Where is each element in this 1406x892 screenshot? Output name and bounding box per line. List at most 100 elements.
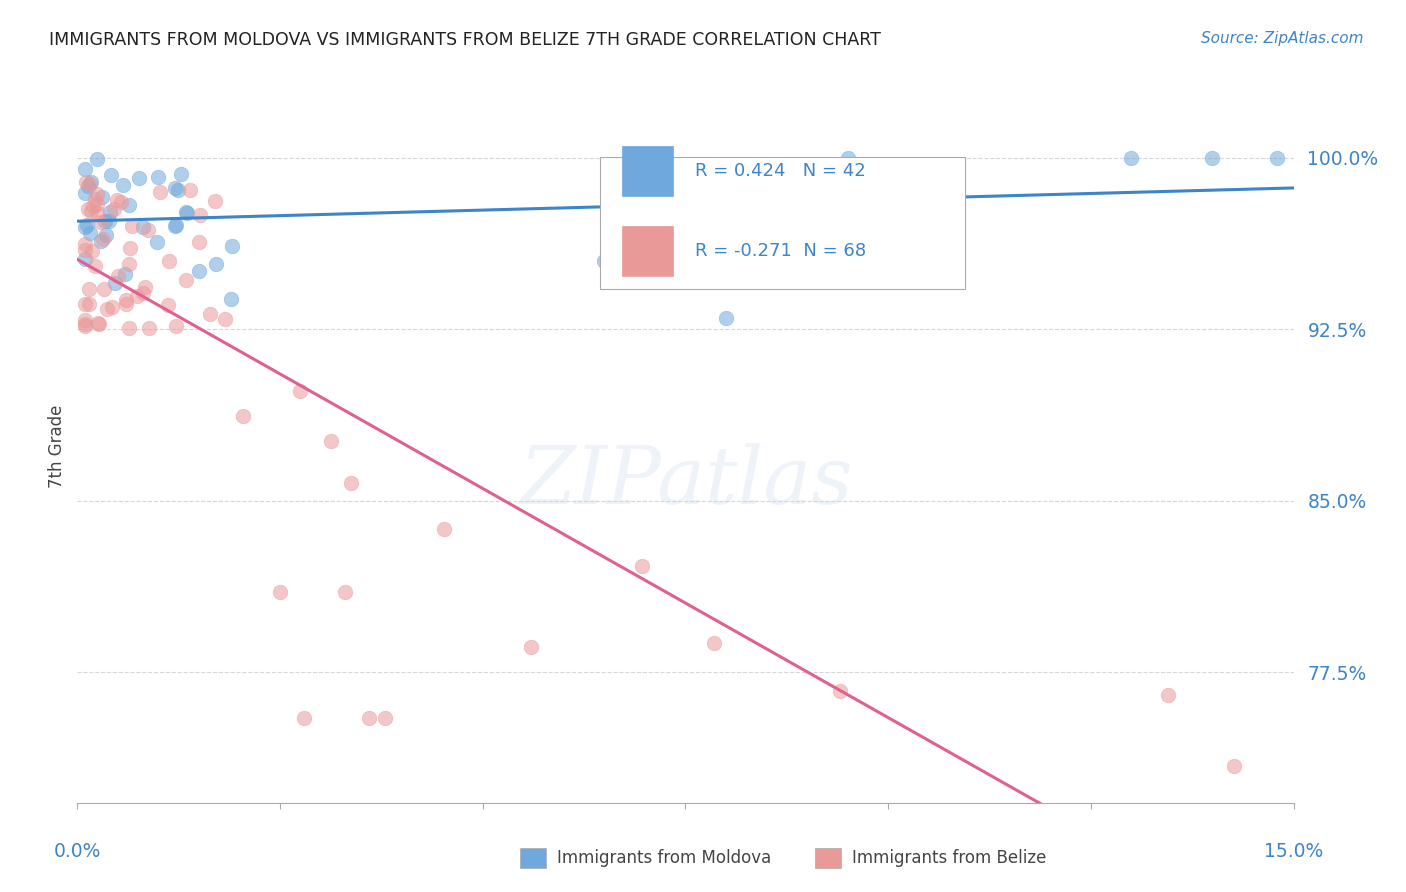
Text: ZIPatlas: ZIPatlas — [519, 443, 852, 520]
Point — [174, 205, 197, 219]
Point — [128, 171, 150, 186]
Point — [101, 300, 124, 314]
Point — [75, 317, 97, 331]
Point — [75, 243, 97, 257]
Point — [100, 169, 122, 183]
Point — [75, 236, 97, 251]
Text: 0.0%: 0.0% — [53, 842, 101, 861]
Point — [93, 282, 115, 296]
Point — [703, 635, 725, 649]
FancyBboxPatch shape — [623, 227, 673, 277]
Point — [214, 312, 236, 326]
Point — [87, 318, 110, 332]
Point — [630, 558, 652, 573]
Point — [107, 268, 129, 283]
Point — [176, 206, 198, 220]
Point — [80, 203, 103, 218]
Point — [114, 267, 136, 281]
Point — [75, 313, 97, 327]
Point — [86, 196, 108, 211]
Point — [359, 711, 381, 725]
Point — [77, 179, 100, 194]
Point — [221, 292, 243, 306]
Point — [75, 161, 97, 176]
Point — [146, 169, 169, 184]
Text: Immigrants from Belize: Immigrants from Belize — [852, 849, 1046, 867]
Point — [333, 585, 356, 599]
Point — [75, 219, 97, 234]
Point — [167, 183, 190, 197]
Point — [79, 178, 101, 192]
Point — [83, 192, 105, 206]
Text: R = -0.271  N = 68: R = -0.271 N = 68 — [695, 243, 866, 260]
Point — [97, 214, 120, 228]
Point — [105, 193, 128, 207]
Point — [86, 152, 108, 166]
Point — [221, 238, 243, 252]
Point — [75, 297, 97, 311]
Point — [87, 316, 110, 330]
Point — [593, 253, 616, 268]
Point — [1223, 759, 1246, 773]
Point — [232, 409, 254, 423]
Point — [112, 178, 135, 192]
Point — [157, 298, 180, 312]
Point — [179, 182, 201, 196]
Point — [166, 218, 188, 232]
Point — [1121, 151, 1143, 165]
Point — [82, 199, 104, 213]
Point — [288, 384, 311, 398]
Point — [634, 242, 657, 256]
Text: 15.0%: 15.0% — [1264, 842, 1323, 861]
Point — [132, 219, 155, 234]
Point — [204, 257, 226, 271]
Point — [145, 235, 167, 249]
FancyBboxPatch shape — [623, 146, 673, 196]
Point — [77, 282, 100, 296]
Point — [188, 208, 211, 222]
Point — [75, 318, 97, 333]
Point — [103, 202, 125, 217]
Point — [1157, 688, 1180, 702]
Point — [79, 226, 101, 240]
Point — [837, 151, 859, 165]
Point — [170, 167, 193, 181]
Point — [198, 307, 221, 321]
Point — [292, 711, 315, 725]
Point — [132, 286, 155, 301]
Point — [90, 234, 112, 248]
Text: Immigrants from Moldova: Immigrants from Moldova — [557, 849, 770, 867]
Point — [110, 194, 132, 209]
Point — [157, 254, 180, 268]
Point — [80, 244, 103, 259]
Text: R = 0.424   N = 42: R = 0.424 N = 42 — [695, 162, 866, 180]
Point — [714, 310, 737, 325]
Point — [174, 273, 197, 287]
Point — [75, 175, 97, 189]
Point — [103, 277, 125, 291]
Point — [187, 264, 209, 278]
Point — [121, 219, 143, 233]
Point — [114, 293, 136, 307]
Point — [79, 297, 101, 311]
Point — [118, 321, 141, 335]
Point — [76, 218, 98, 232]
Point — [98, 204, 121, 219]
Point — [94, 228, 117, 243]
Point — [269, 585, 291, 599]
Text: Source: ZipAtlas.com: Source: ZipAtlas.com — [1201, 31, 1364, 46]
Point — [1265, 151, 1288, 165]
Point — [96, 302, 118, 317]
Point — [138, 320, 160, 334]
Point — [1201, 151, 1223, 165]
Point — [204, 194, 226, 208]
Point — [319, 434, 342, 448]
Point — [187, 235, 209, 249]
Point — [94, 213, 117, 227]
Point — [165, 318, 187, 333]
Point — [433, 522, 456, 536]
FancyBboxPatch shape — [600, 157, 965, 289]
Point — [118, 257, 141, 271]
Point — [80, 175, 103, 189]
Point — [340, 475, 363, 490]
